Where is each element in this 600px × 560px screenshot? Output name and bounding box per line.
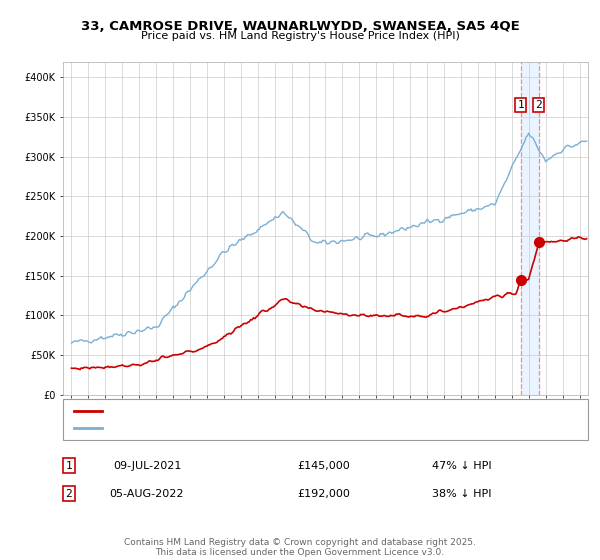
Text: 2: 2 (535, 100, 542, 110)
Text: Price paid vs. HM Land Registry's House Price Index (HPI): Price paid vs. HM Land Registry's House … (140, 31, 460, 41)
Text: 09-JUL-2021: 09-JUL-2021 (113, 461, 181, 471)
Text: 2: 2 (65, 489, 73, 499)
Text: 1: 1 (65, 461, 73, 471)
Text: HPI: Average price, detached house, Swansea: HPI: Average price, detached house, Swan… (109, 423, 349, 433)
Text: 1: 1 (517, 100, 524, 110)
Text: 47% ↓ HPI: 47% ↓ HPI (432, 461, 492, 471)
Text: 38% ↓ HPI: 38% ↓ HPI (432, 489, 492, 499)
Text: 33, CAMROSE DRIVE, WAUNARLWYDD, SWANSEA, SA5 4QE (detached house): 33, CAMROSE DRIVE, WAUNARLWYDD, SWANSEA,… (109, 405, 511, 416)
Bar (521, 62, 539, 395)
Text: 05-AUG-2022: 05-AUG-2022 (110, 489, 184, 499)
Text: £145,000: £145,000 (298, 461, 350, 471)
Text: Contains HM Land Registry data © Crown copyright and database right 2025.
This d: Contains HM Land Registry data © Crown c… (124, 538, 476, 557)
Text: 33, CAMROSE DRIVE, WAUNARLWYDD, SWANSEA, SA5 4QE: 33, CAMROSE DRIVE, WAUNARLWYDD, SWANSEA,… (80, 20, 520, 32)
Text: £192,000: £192,000 (298, 489, 350, 499)
